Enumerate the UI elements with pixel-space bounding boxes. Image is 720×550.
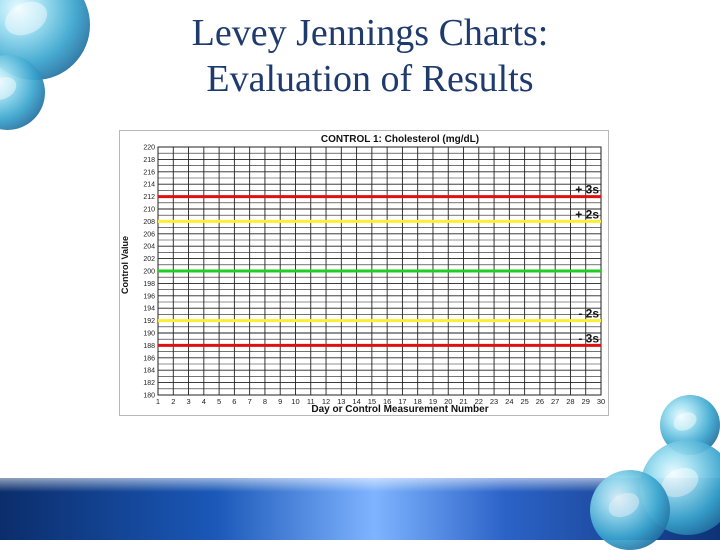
tick-labels: 1801821841861881901921941961982002022042… [143, 145, 605, 407]
x-tick-label: 10 [291, 397, 299, 406]
y-tick-label: 180 [143, 393, 155, 400]
globe-decoration-bottom-right-lower [590, 470, 670, 550]
x-tick-label: 24 [505, 397, 513, 406]
x-tick-label: 30 [597, 397, 605, 406]
x-tick-label: 26 [536, 397, 544, 406]
y-tick-label: 202 [143, 256, 155, 263]
y-tick-label: 206 [143, 231, 155, 238]
x-tick-label: 8 [263, 397, 267, 406]
y-tick-label: 186 [143, 355, 155, 362]
y-tick-label: 220 [143, 145, 155, 152]
y-tick-label: 212 [143, 194, 155, 201]
x-tick-label: 2 [171, 397, 175, 406]
x-tick-label: 9 [278, 397, 282, 406]
slide-title-line-2: Evaluation of Results [206, 58, 534, 100]
levey-jennings-chart: CONTROL 1: Cholesterol (mg/dL) Control V… [119, 130, 609, 416]
x-tick-label: 11 [307, 397, 315, 406]
control-limit-lines: + 3s + 2s - 2s - 3s [158, 183, 601, 347]
slide-title: Levey Jennings Charts: Evaluation of Res… [110, 10, 630, 102]
x-tick-label: 28 [566, 397, 574, 406]
y-tick-label: 208 [143, 219, 155, 226]
y-tick-label: 204 [143, 244, 155, 251]
x-tick-label: 17 [398, 397, 406, 406]
x-tick-label: 14 [352, 397, 360, 406]
x-tick-label: 16 [383, 397, 391, 406]
x-tick-label: 4 [202, 397, 206, 406]
chart-title: CONTROL 1: Cholesterol (mg/dL) [321, 134, 479, 145]
y-tick-label: 192 [143, 318, 155, 325]
y-tick-label: 184 [143, 368, 155, 375]
slide-title-line-1: Levey Jennings Charts: [191, 12, 549, 54]
control-limit-label: + 2s [575, 207, 599, 221]
x-tick-label: 13 [337, 397, 345, 406]
x-tick-label: 6 [232, 397, 236, 406]
y-tick-label: 188 [143, 343, 155, 350]
x-tick-label: 21 [459, 397, 467, 406]
x-tick-label: 27 [551, 397, 559, 406]
y-tick-label: 214 [143, 182, 155, 189]
y-tick-label: 210 [143, 207, 155, 214]
y-tick-label: 200 [143, 269, 155, 276]
x-tick-label: 20 [444, 397, 452, 406]
chart-svg: CONTROL 1: Cholesterol (mg/dL) Control V… [120, 134, 605, 415]
x-tick-label: 12 [322, 397, 330, 406]
y-tick-label: 216 [143, 169, 155, 176]
x-tick-label: 5 [217, 397, 221, 406]
x-tick-label: 18 [414, 397, 422, 406]
y-tick-label: 182 [143, 380, 155, 387]
x-axis-label: Day or Control Measurement Number [311, 404, 488, 415]
y-tick-label: 194 [143, 306, 155, 313]
y-axis-label: Control Value [120, 236, 130, 294]
x-tick-label: 23 [490, 397, 498, 406]
control-limit-label: - 3s [578, 331, 599, 345]
x-tick-label: 15 [368, 397, 376, 406]
y-tick-label: 196 [143, 293, 155, 300]
x-tick-label: 29 [582, 397, 590, 406]
control-limit-label: + 3s [575, 183, 599, 197]
x-tick-label: 25 [520, 397, 528, 406]
x-tick-label: 7 [248, 397, 252, 406]
y-tick-label: 198 [143, 281, 155, 288]
y-tick-label: 218 [143, 157, 155, 164]
x-tick-label: 19 [429, 397, 437, 406]
control-limit-label: - 2s [578, 307, 599, 321]
y-tick-label: 190 [143, 331, 155, 338]
x-tick-label: 1 [156, 397, 160, 406]
x-tick-label: 3 [186, 397, 190, 406]
x-tick-label: 22 [475, 397, 483, 406]
